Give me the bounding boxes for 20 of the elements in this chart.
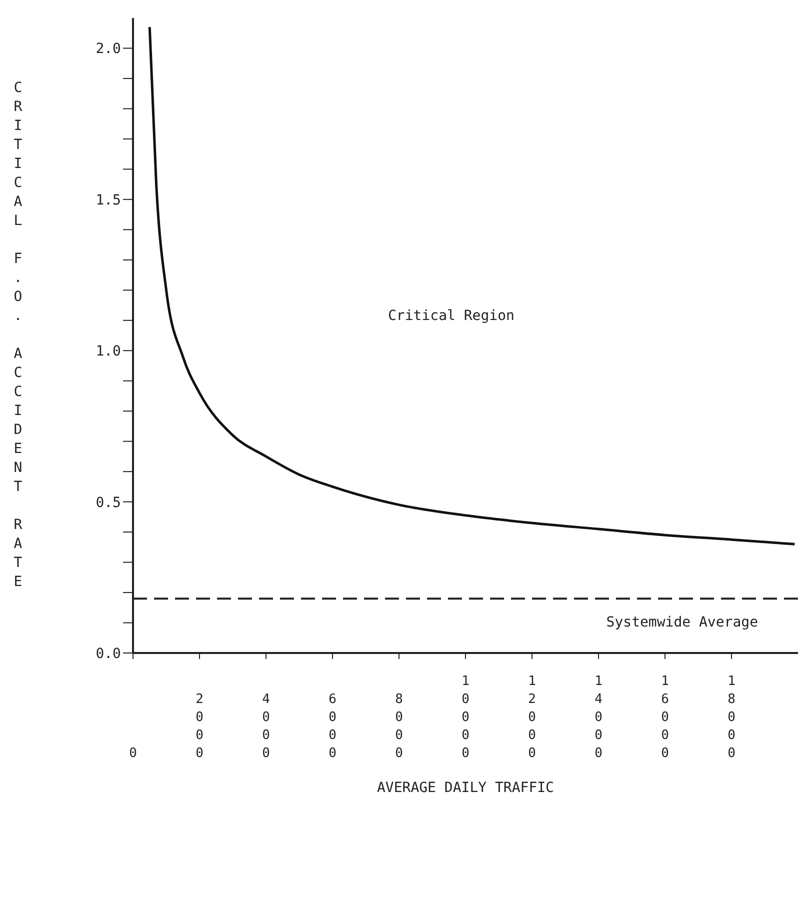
x-tick-label: 8 0 0 0 xyxy=(395,692,403,761)
line-series xyxy=(148,26,796,546)
x-axis-title: AVERAGE DAILY TRAFFIC xyxy=(376,780,554,796)
x-tick-label: 0 xyxy=(129,746,137,761)
ref-line-label: Systemwide Average xyxy=(606,614,758,631)
y-tick-label: 0.0 xyxy=(96,646,121,662)
text: CRITICAL F.O. ACCIDENT RATE xyxy=(14,80,22,590)
x-tick-label: 1 8 0 0 0 xyxy=(728,674,736,761)
x-tick-label: 6 0 0 0 xyxy=(328,692,336,761)
x-tick-label: 1 6 0 0 0 xyxy=(661,674,669,761)
x-tick-label: 1 0 0 0 0 xyxy=(462,674,470,761)
y-tick-label: 1.5 xyxy=(96,192,121,208)
annotation: Critical Region xyxy=(388,308,514,324)
y-tick-label: 0.5 xyxy=(96,494,121,511)
x-tick-label: 1 4 0 0 0 xyxy=(594,674,603,761)
y-tick-label: 1.0 xyxy=(96,344,121,360)
x-tick-label: 2 0 0 0 xyxy=(196,692,204,761)
x-tick-label: 1 2 0 0 0 xyxy=(528,674,536,761)
y-tick-label: 2.0 xyxy=(96,41,121,58)
x-tick-label: 4 0 0 0 xyxy=(262,692,270,761)
